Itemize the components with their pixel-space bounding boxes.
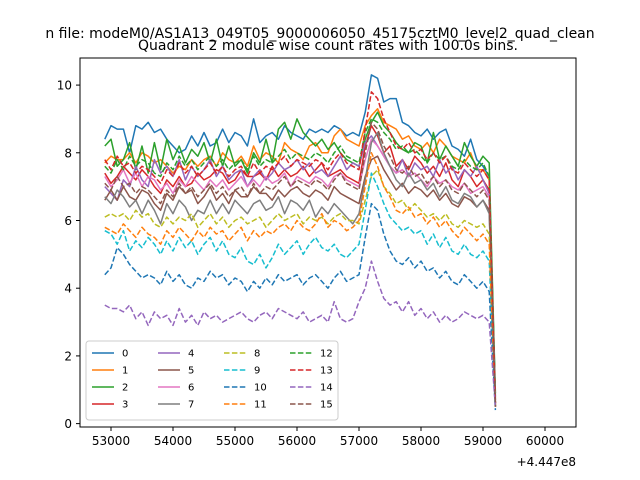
series-line-10 xyxy=(104,202,497,411)
series-line-4 xyxy=(104,135,497,400)
series-line-2 xyxy=(104,111,497,394)
y-tick-label: 2 xyxy=(64,349,72,363)
legend-label-2: 2 xyxy=(122,383,128,394)
legend-label-14: 14 xyxy=(320,383,333,394)
x-tick-label: 55000 xyxy=(216,434,254,448)
y-axis-ticks: 0 2 4 6 8 10 xyxy=(57,79,80,431)
series-line-12 xyxy=(104,118,497,404)
figure-suptitle: n file: modeM0/AS1A13_049T05_9000006050_… xyxy=(45,26,594,42)
chart-title: Quadrant 2 module wise count rates with … xyxy=(138,38,518,54)
series-line-0 xyxy=(104,74,497,397)
legend-label-0: 0 xyxy=(122,349,128,360)
legend-label-9: 9 xyxy=(254,366,260,377)
x-tick-label: 58000 xyxy=(402,434,440,448)
y-tick-label: 0 xyxy=(64,417,72,431)
series-line-11 xyxy=(104,152,497,407)
x-axis-ticks: 53000 54000 55000 56000 57000 58000 59000 60000 xyxy=(92,427,564,448)
legend-label-1: 1 xyxy=(122,366,128,377)
legend-label-7: 7 xyxy=(188,400,194,411)
x-tick-label: 53000 xyxy=(92,434,130,448)
series-line-9 xyxy=(104,172,497,407)
legend-label-4: 4 xyxy=(188,349,194,360)
legend-label-12: 12 xyxy=(320,349,333,360)
axes-frame xyxy=(79,57,577,428)
x-tick-label: 56000 xyxy=(278,434,316,448)
series-line-3 xyxy=(104,124,497,404)
x-axis-offset-text: +4.447e8 xyxy=(517,455,576,469)
series-line-14 xyxy=(104,260,497,407)
series-line-6 xyxy=(104,138,497,404)
y-tick-label: 6 xyxy=(64,214,72,228)
series-line-13 xyxy=(104,91,497,404)
series-line-7 xyxy=(104,131,497,407)
legend-label-10: 10 xyxy=(254,383,267,394)
legend-label-8: 8 xyxy=(254,349,260,360)
x-tick-label: 60000 xyxy=(526,434,564,448)
x-tick-label: 57000 xyxy=(340,434,378,448)
y-tick-label: 10 xyxy=(57,79,72,93)
legend-label-11: 11 xyxy=(254,400,267,411)
legend-label-15: 15 xyxy=(320,400,333,411)
legend-label-13: 13 xyxy=(320,366,333,377)
x-tick-label: 59000 xyxy=(464,434,502,448)
series-line-15 xyxy=(104,121,497,407)
y-tick-label: 4 xyxy=(64,282,72,296)
legend-label-3: 3 xyxy=(122,400,128,411)
legend-label-6: 6 xyxy=(188,383,194,394)
legend-label-5: 5 xyxy=(188,366,194,377)
legend-box xyxy=(85,340,339,421)
series-line-5 xyxy=(104,155,497,407)
series-line-8 xyxy=(104,168,497,407)
plot-lines xyxy=(104,74,497,411)
y-tick-label: 8 xyxy=(64,146,72,160)
x-tick-label: 54000 xyxy=(154,434,192,448)
